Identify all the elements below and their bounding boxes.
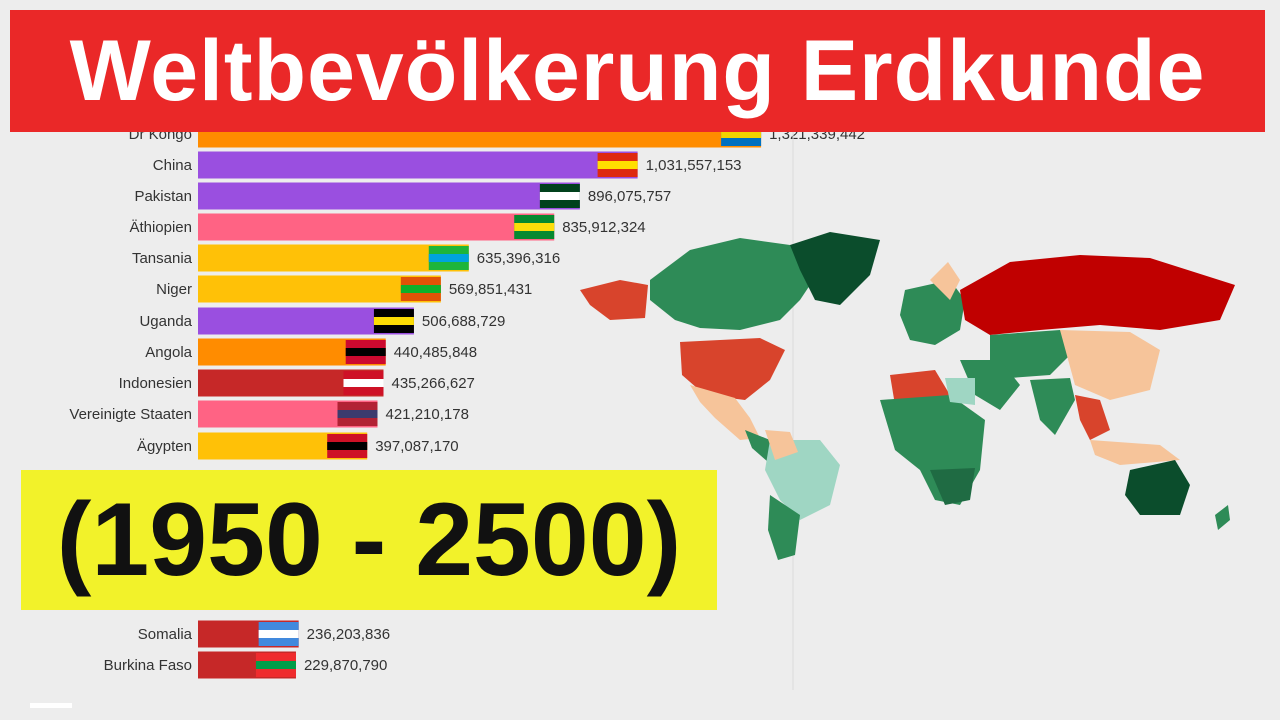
bar-label: Burkina Faso: [104, 657, 192, 674]
bar-value-label: 1,031,557,153: [646, 157, 742, 174]
bar-label: Vereinigte Staaten: [69, 406, 192, 423]
bar: [198, 213, 555, 241]
bar-label: Niger: [156, 281, 192, 298]
page-title: Weltbevölkerung Erdkunde: [69, 22, 1206, 119]
map-canada: [650, 238, 820, 330]
world-map: [580, 232, 1235, 560]
map-southeast-asia: [1075, 395, 1110, 440]
map-new-zealand: [1215, 505, 1230, 530]
tanzania-flag-icon: [428, 246, 469, 270]
map-mexico: [690, 385, 760, 440]
bar-value-label: 421,210,178: [386, 406, 469, 423]
map-central-asia: [990, 330, 1075, 378]
burkina-faso-flag-icon: [255, 653, 296, 677]
map-australia: [1125, 460, 1190, 515]
bar-label: Tansania: [132, 250, 193, 267]
map-colombia: [765, 430, 798, 460]
map-brazil: [765, 440, 840, 520]
map-usa: [680, 338, 785, 400]
bar-value-label: 635,396,316: [477, 250, 560, 267]
map-egypt: [945, 378, 975, 405]
bar-label: China: [153, 157, 193, 174]
years-banner: (1950 - 2500): [21, 470, 717, 610]
bar: [198, 151, 638, 179]
map-indonesia: [1090, 440, 1180, 465]
years-label: (1950 - 2500): [56, 481, 682, 598]
bar-label: Angola: [145, 344, 192, 361]
bar: [198, 275, 441, 303]
map-india: [1030, 378, 1075, 435]
bar-label: Ägypten: [137, 438, 192, 455]
map-alaska: [580, 280, 648, 320]
usa-flag-icon: [337, 402, 378, 426]
ethiopia-flag-icon: [514, 215, 555, 239]
map-scandinavia: [930, 262, 960, 300]
bar-value-label: 835,912,324: [562, 219, 645, 236]
bar-label: Äthiopien: [129, 219, 192, 236]
angola-flag-icon: [345, 340, 386, 364]
bar: [198, 244, 469, 272]
bar-label: Pakistan: [134, 188, 192, 205]
bar-value-label: 435,266,627: [391, 375, 474, 392]
uganda-flag-icon: [373, 309, 414, 333]
somalia-flag-icon: [258, 622, 299, 646]
bar-label: Indonesien: [119, 375, 192, 392]
title-banner: Weltbevölkerung Erdkunde: [10, 10, 1265, 132]
video-progress: [30, 703, 72, 708]
indonesia-flag-icon: [343, 371, 384, 395]
map-africa-south: [930, 468, 975, 505]
pakistan-flag-icon: [539, 184, 580, 208]
bar-value-label: 896,075,757: [588, 188, 671, 205]
bar-label: Somalia: [138, 626, 193, 643]
map-mongolia: [1075, 335, 1125, 352]
bar-value-label: 440,485,848: [394, 344, 477, 361]
bar-label: Uganda: [139, 313, 192, 330]
bar-value-label: 397,087,170: [375, 438, 458, 455]
bar-value-label: 236,203,836: [307, 626, 390, 643]
bar: [198, 182, 580, 210]
map-south-america-south: [768, 495, 800, 560]
niger-flag-icon: [400, 277, 441, 301]
bar-value-label: 569,851,431: [449, 281, 532, 298]
egypt-flag-icon: [327, 434, 368, 458]
map-russia: [960, 255, 1235, 335]
bar-value-label: 229,870,790: [304, 657, 387, 674]
china-flag-icon: [597, 153, 638, 177]
map-europe: [900, 280, 965, 345]
map-greenland: [790, 232, 880, 305]
map-middle-east: [960, 360, 1020, 410]
bar-value-label: 506,688,729: [422, 313, 505, 330]
